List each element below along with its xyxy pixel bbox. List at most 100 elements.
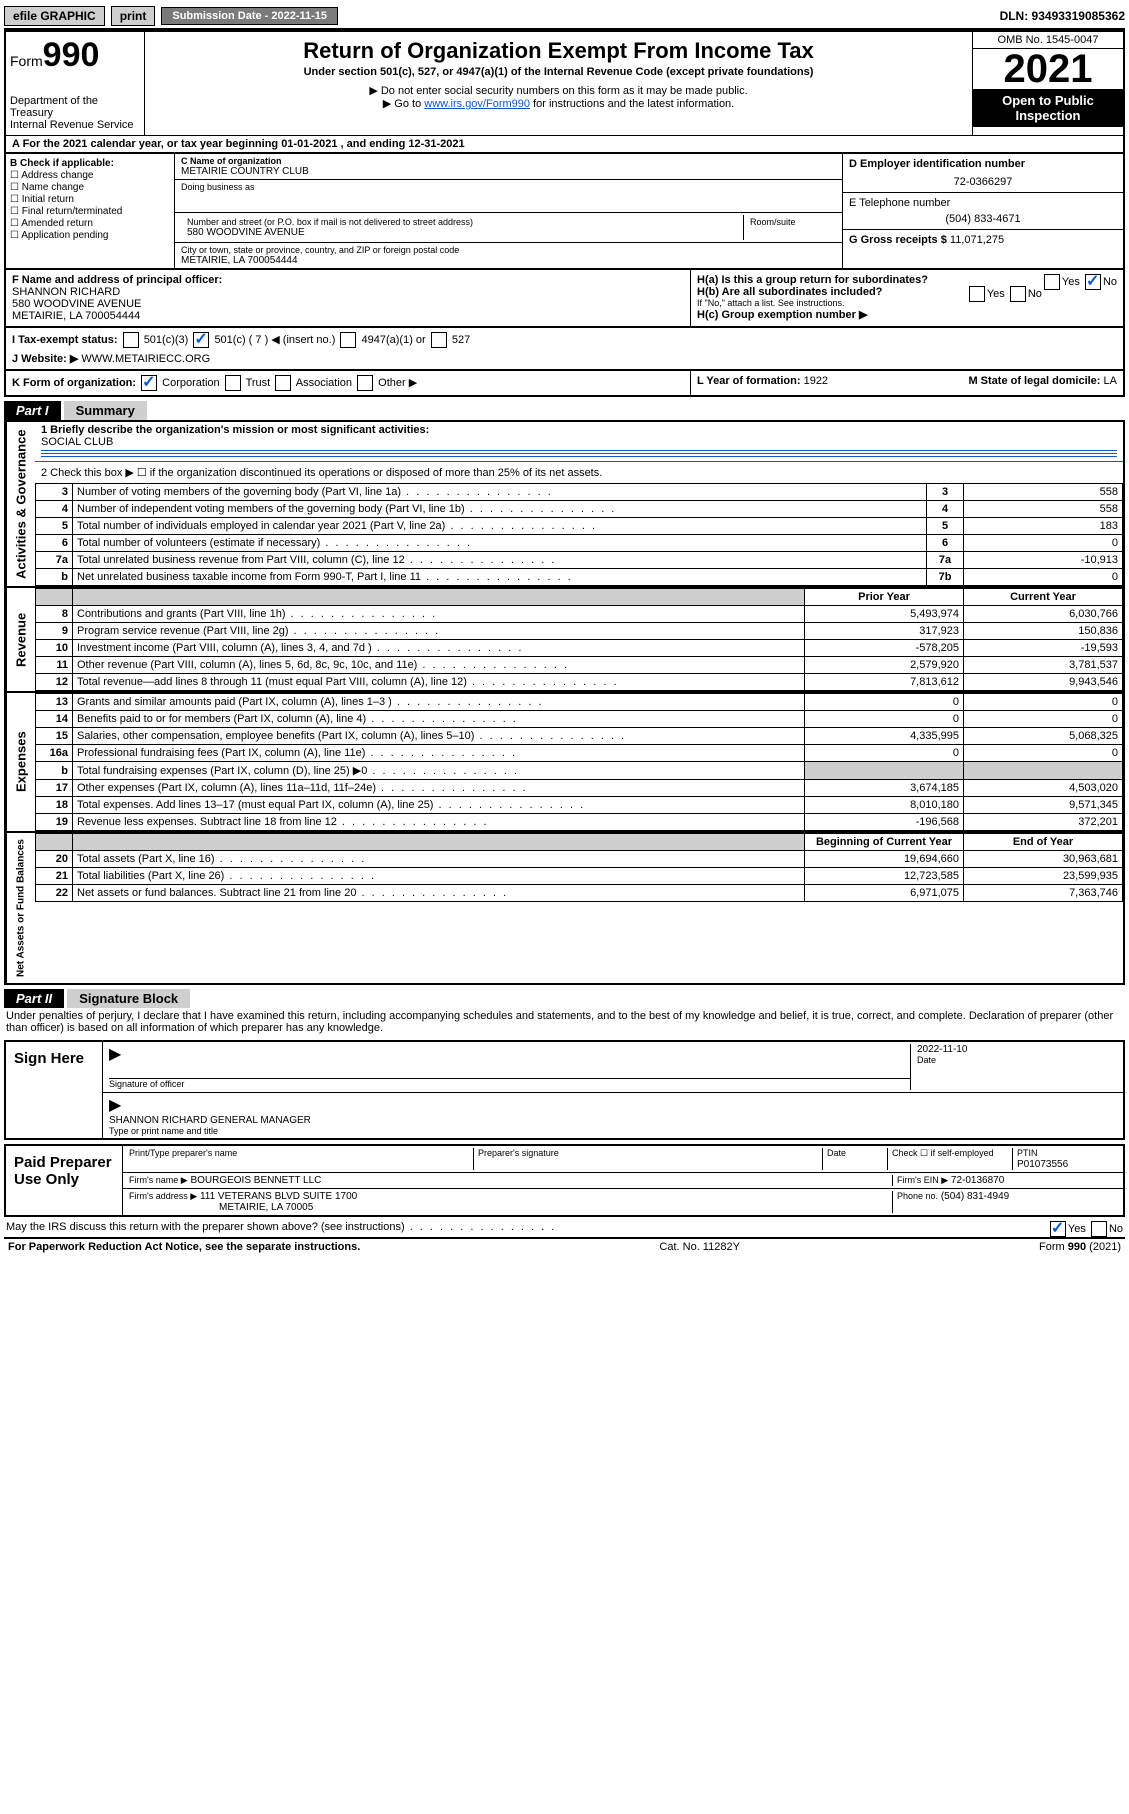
q1-label: 1 Briefly describe the organization's mi… <box>41 424 1117 436</box>
ein-label: D Employer identification number <box>849 158 1117 170</box>
cb-501c[interactable] <box>193 332 209 348</box>
vlabel-gov: Activities & Governance <box>6 422 35 586</box>
gross-label: G Gross receipts $ <box>849 234 947 246</box>
street-label: Number and street (or P.O. box if mail i… <box>187 217 737 227</box>
cb-501c3[interactable] <box>123 332 139 348</box>
gross-value: 11,071,275 <box>950 234 1004 246</box>
row-a-period: A For the 2021 calendar year, or tax yea… <box>4 135 1125 154</box>
signature-block: Sign Here Signature of officer 2022-11-1… <box>4 1040 1125 1140</box>
firm-name: BOURGEOIS BENNETT LLC <box>190 1175 321 1186</box>
firm-ein: 72-0136870 <box>951 1175 1004 1186</box>
top-bar: efile GRAPHIC print Submission Date - 20… <box>4 4 1125 30</box>
ha-row: H(a) Is this a group return for subordin… <box>697 274 1117 286</box>
year-formation: 1922 <box>804 375 828 387</box>
k-row: K Form of organization: Corporation Trus… <box>4 371 1125 397</box>
check-header: B Check if applicable: <box>10 158 170 169</box>
ein-value: 72-0366297 <box>849 176 1117 188</box>
phone-value: (504) 833-4671 <box>849 213 1117 225</box>
c-label: C Name of organization <box>181 156 836 166</box>
hb-yes[interactable] <box>969 286 985 302</box>
may-irs-yes[interactable] <box>1050 1221 1066 1237</box>
expenses-table: 13Grants and similar amounts paid (Part … <box>35 693 1123 831</box>
city-value: METAIRIE, LA 700054444 <box>181 255 836 266</box>
cb-initial-return[interactable]: ☐ Initial return <box>10 194 170 205</box>
cb-corp[interactable] <box>141 375 157 391</box>
website-value: WWW.METAIRIECC.ORG <box>81 353 210 365</box>
f-label: F Name and address of principal officer: <box>12 274 684 286</box>
vlabel-net: Net Assets or Fund Balances <box>6 833 35 983</box>
cb-other[interactable] <box>357 375 373 391</box>
phone-label: E Telephone number <box>849 197 1117 209</box>
vlabel-exp: Expenses <box>6 693 35 831</box>
form-note1: ▶ Do not enter social security numbers o… <box>149 84 968 97</box>
irs-link[interactable]: www.irs.gov/Form990 <box>424 98 530 110</box>
form-note2: ▶ Go to www.irs.gov/Form990 for instruct… <box>149 97 968 110</box>
officer-street: 580 WOODVINE AVENUE <box>12 298 684 310</box>
cb-4947[interactable] <box>340 332 356 348</box>
status-row: I Tax-exempt status: 501(c)(3) 501(c) ( … <box>4 328 1125 371</box>
cb-application[interactable]: ☐ Application pending <box>10 230 170 241</box>
ptin-value: P01073556 <box>1017 1159 1068 1170</box>
revenue-table: Prior YearCurrent Year 8Contributions an… <box>35 588 1123 691</box>
footer-right: Form 990 (2021) <box>1039 1241 1121 1253</box>
dba-label: Doing business as <box>181 182 836 192</box>
ha-no[interactable] <box>1085 274 1101 290</box>
part1-bar: Part I <box>4 401 61 420</box>
state-domicile: LA <box>1104 375 1117 387</box>
form-title: Return of Organization Exempt From Incom… <box>149 38 968 64</box>
sign-here-label: Sign Here <box>6 1042 103 1138</box>
city-label: City or town, state or province, country… <box>181 245 836 255</box>
part2-title: Signature Block <box>67 989 190 1008</box>
vlabel-rev: Revenue <box>6 588 35 691</box>
part1-title: Summary <box>64 401 147 420</box>
paid-preparer-label: Paid Preparer Use Only <box>6 1146 123 1215</box>
footer-mid: Cat. No. 11282Y <box>659 1241 740 1253</box>
firm-phone: (504) 831-4949 <box>941 1191 1009 1202</box>
officer-printed-name: SHANNON RICHARD GENERAL MANAGER <box>109 1115 1117 1126</box>
print-button[interactable]: print <box>111 6 156 26</box>
cb-trust[interactable] <box>225 375 241 391</box>
form-header: Form990 Department of the Treasury Inter… <box>4 30 1125 135</box>
sig-date-value: 2022-11-10 <box>917 1044 1117 1055</box>
preparer-block: Paid Preparer Use Only Print/Type prepar… <box>4 1144 1125 1217</box>
entity-box: B Check if applicable: ☐ Address change … <box>4 154 1125 270</box>
cb-name-change[interactable]: ☐ Name change <box>10 182 170 193</box>
form-id: Form990 <box>10 36 140 75</box>
part2-bar: Part II <box>4 989 64 1008</box>
hb-note: If "No," attach a list. See instructions… <box>697 298 1117 308</box>
dept-label: Department of the Treasury <box>10 95 140 119</box>
hc-row: H(c) Group exemption number ▶ <box>697 308 1117 321</box>
hb-no[interactable] <box>1010 286 1026 302</box>
may-irs-row: May the IRS discuss this return with the… <box>4 1217 1125 1237</box>
net-table: Beginning of Current YearEnd of Year 20T… <box>35 833 1123 902</box>
may-irs-no[interactable] <box>1091 1221 1107 1237</box>
governance-table: 3Number of voting members of the governi… <box>35 483 1123 586</box>
footer-left: For Paperwork Reduction Act Notice, see … <box>8 1241 360 1253</box>
firm-addr2: METAIRIE, LA 70005 <box>219 1202 313 1213</box>
q1-value: SOCIAL CLUB <box>41 436 1117 448</box>
officer-name: SHANNON RICHARD <box>12 286 684 298</box>
officer-city: METAIRIE, LA 700054444 <box>12 310 684 322</box>
declaration-text: Under penalties of perjury, I declare th… <box>4 1008 1125 1036</box>
footer: For Paperwork Reduction Act Notice, see … <box>4 1237 1125 1255</box>
org-name: METAIRIE COUNTRY CLUB <box>181 166 836 177</box>
officer-h-row: F Name and address of principal officer:… <box>4 270 1125 328</box>
form-subtitle: Under section 501(c), 527, or 4947(a)(1)… <box>149 66 968 78</box>
q2-text: 2 Check this box ▶ ☐ if the organization… <box>35 462 1123 483</box>
ha-yes[interactable] <box>1044 274 1060 290</box>
cb-final-return[interactable]: ☐ Final return/terminated <box>10 206 170 217</box>
j-label: J Website: ▶ <box>12 353 78 365</box>
street-value: 580 WOODVINE AVENUE <box>187 227 737 238</box>
submission-date: Submission Date - 2022-11-15 <box>161 7 338 25</box>
cb-amended[interactable]: ☐ Amended return <box>10 218 170 229</box>
room-label: Room/suite <box>750 217 830 227</box>
tax-year: 2021 <box>973 49 1123 89</box>
dln-label: DLN: 93493319085362 <box>1000 9 1125 23</box>
cb-assoc[interactable] <box>275 375 291 391</box>
inspection-badge: Open to Public Inspection <box>973 89 1123 127</box>
i-label: I Tax-exempt status: <box>12 334 118 346</box>
irs-label: Internal Revenue Service <box>10 119 140 131</box>
cb-527[interactable] <box>431 332 447 348</box>
efile-label: efile GRAPHIC <box>4 6 105 26</box>
cb-address-change[interactable]: ☐ Address change <box>10 170 170 181</box>
